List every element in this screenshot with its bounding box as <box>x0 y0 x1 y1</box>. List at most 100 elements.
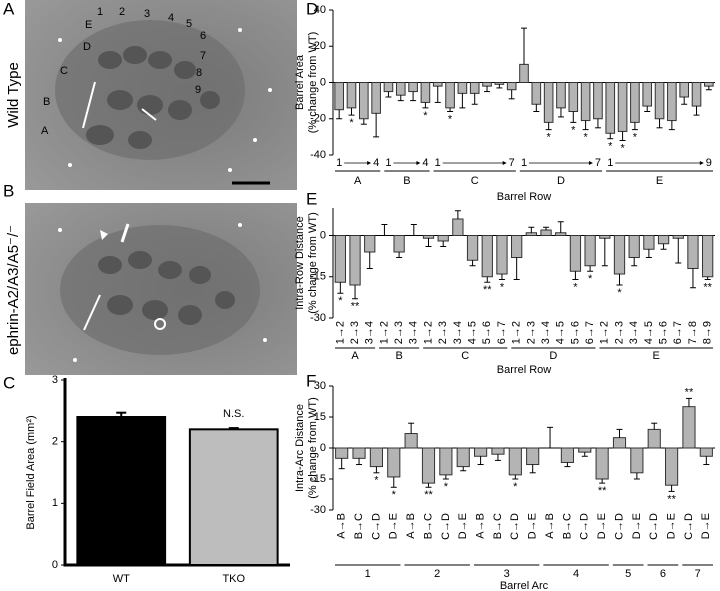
arrow-head <box>367 161 372 165</box>
group-label: E <box>656 175 663 187</box>
annotation: * <box>573 281 578 293</box>
row-label: E <box>85 19 92 31</box>
x-tick-label: D→E <box>388 513 400 539</box>
x-tick-label: 5→6 <box>481 321 493 344</box>
group-label: B <box>403 175 410 187</box>
x-tick-label: 3→4 <box>452 321 464 344</box>
y-axis-label: (% change from WT) <box>307 32 319 133</box>
bar <box>654 82 665 120</box>
x-tick-label: 3→4 <box>540 321 552 344</box>
group-label: D <box>549 350 557 362</box>
x-axis-label: Barrel Row <box>497 364 551 376</box>
range-label: 9 <box>706 157 712 169</box>
y-tick-label: 0 <box>52 559 58 571</box>
x-tick-label: B→C <box>561 513 573 539</box>
range-label: 7 <box>595 157 601 169</box>
bar <box>421 447 436 484</box>
x-tick-label: 4→5 <box>555 321 567 344</box>
group-label: A <box>354 175 362 187</box>
annotation: ** <box>424 489 433 501</box>
bar <box>369 447 383 468</box>
x-tick-label: 6→7 <box>584 321 596 344</box>
x-tick-label: D→E <box>457 513 469 539</box>
y-tick-label: 40 <box>314 4 326 16</box>
annotation: ** <box>483 284 492 296</box>
bar <box>364 235 376 253</box>
y-axis-label: Barrel Area <box>294 54 306 110</box>
bar <box>482 82 492 87</box>
y-tick-label: 0 <box>320 442 326 454</box>
row-label: A <box>41 125 49 137</box>
bar <box>580 82 591 122</box>
x-tick-label: 4→5 <box>466 321 478 344</box>
x-tick-label: D→E <box>665 513 677 539</box>
arrow-head <box>502 161 507 165</box>
bar <box>642 82 653 107</box>
annotation: * <box>392 489 397 501</box>
x-tick-label: A→B <box>544 513 556 539</box>
bar <box>439 447 453 476</box>
bar <box>612 437 627 449</box>
bar <box>346 82 357 109</box>
bar <box>395 82 406 96</box>
y-axis-label: Barrel Field Area (mm²) <box>25 415 37 529</box>
group-label: 5 <box>625 568 631 580</box>
bar <box>569 235 582 272</box>
x-tick-label: 1→2 <box>422 321 434 344</box>
x-tick-label: C→D <box>509 513 521 540</box>
bar <box>393 235 405 253</box>
y-tick-label: 0 <box>320 229 326 241</box>
annotation: * <box>633 132 638 144</box>
bar <box>699 447 713 457</box>
group-label: 7 <box>695 568 701 580</box>
bar <box>555 232 567 236</box>
bar <box>643 235 655 250</box>
arc-label: 4 <box>168 12 174 24</box>
panel-letter: F <box>306 371 316 390</box>
row-label: D <box>83 41 91 53</box>
arrow-head <box>699 161 704 165</box>
bar <box>404 433 418 449</box>
bar <box>691 82 702 107</box>
bar <box>578 447 592 453</box>
bar <box>474 447 488 457</box>
bar <box>352 447 366 459</box>
annotation: ** <box>703 281 712 293</box>
y-tick-label: -15 <box>310 271 326 283</box>
x-tick-label: 8→9 <box>702 321 714 344</box>
panel-title: ephrin-A2/A3/A5⁻/⁻ <box>5 225 22 355</box>
x-tick-label: D→E <box>596 513 608 539</box>
bar <box>556 82 566 109</box>
x-tick-label: C→D <box>440 513 452 540</box>
group-label: A <box>351 350 359 362</box>
x-tick-label: D→E <box>700 513 712 539</box>
bar <box>593 82 603 120</box>
x-tick-label: D→E <box>631 513 643 539</box>
bar <box>445 82 455 109</box>
annotation: * <box>617 287 622 299</box>
bar <box>452 218 464 236</box>
x-tick-label: 3→4 <box>364 321 376 344</box>
photo-wild-type <box>25 0 297 190</box>
bar <box>560 447 574 463</box>
bar <box>617 82 628 132</box>
x-tick-label: 4→5 <box>643 321 655 344</box>
bar <box>422 235 435 239</box>
bar <box>466 235 479 261</box>
x-tick-label: 1→2 <box>334 321 346 344</box>
annotation: * <box>571 124 576 136</box>
panel-letter: B <box>3 181 14 200</box>
bar <box>335 447 349 459</box>
y-axis-label: (% change from WT) <box>307 212 319 313</box>
bar <box>432 82 443 87</box>
x-tick-label: 1→2 <box>599 321 611 344</box>
x-tick-label: 1→2 <box>378 321 390 344</box>
x-tick-label: 5→6 <box>569 321 581 344</box>
annotation: * <box>513 481 518 493</box>
bar <box>420 82 431 103</box>
x-tick-label: 3→4 <box>408 321 420 344</box>
annotation: * <box>423 110 428 122</box>
x-tick-label: 2→3 <box>393 321 405 344</box>
x-tick-label: C→D <box>683 513 695 540</box>
panel-title: Wild Type <box>5 62 22 128</box>
